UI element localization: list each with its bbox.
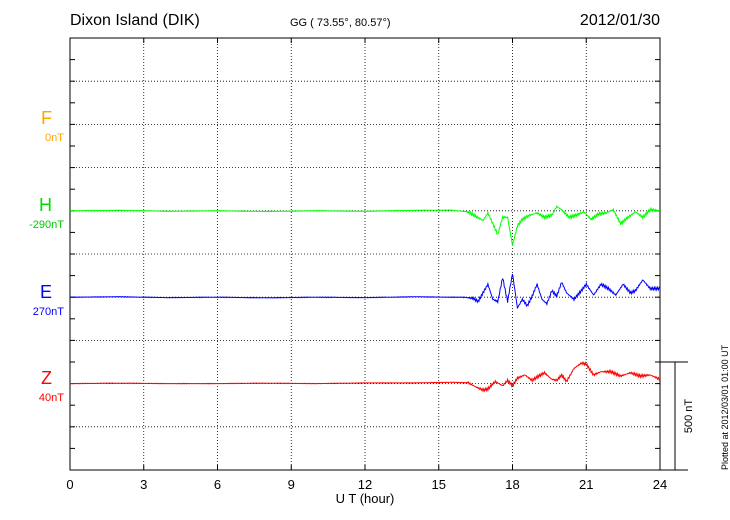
x-tick-label: 12 — [358, 477, 372, 492]
x-axis-ticks: 0 3 6 9 12 15 18 21 24 — [66, 38, 667, 492]
series-line-e — [69, 273, 661, 310]
component-label-e: E — [39, 282, 52, 302]
component-label-f: F — [41, 108, 52, 128]
date-label: 2012/01/30 — [579, 12, 660, 29]
x-axis-label: U T (hour) — [336, 491, 395, 506]
series-line-h — [69, 205, 661, 246]
station-title: Dixon Island (DIK) — [70, 12, 200, 29]
scale-bar: 500 nT — [660, 361, 695, 471]
x-tick-label: 24 — [653, 477, 667, 492]
baseline-label-f: 0nT — [45, 132, 64, 144]
series-lines — [69, 205, 661, 393]
component-label-h: H — [39, 195, 52, 215]
x-tick-label: 9 — [288, 477, 295, 492]
coordinates: GG ( 73.55°, 80.57°) — [290, 17, 391, 29]
x-tick-label: 0 — [66, 477, 73, 492]
x-tick-label: 15 — [432, 477, 446, 492]
baseline-label-z: 40nT — [38, 392, 64, 404]
grid — [70, 38, 660, 470]
scale-bar-label: 500 nT — [683, 399, 695, 434]
component-label-z: Z — [41, 368, 52, 388]
x-tick-label: 3 — [140, 477, 147, 492]
plotted-timestamp: Plotted at 2012/03/01 01:00 UT — [720, 344, 730, 470]
baseline-label-e: 270nT — [32, 306, 64, 318]
x-tick-label: 21 — [579, 477, 593, 492]
x-tick-label: 6 — [214, 477, 221, 492]
baseline-label-h: -290nT — [29, 219, 64, 231]
series-line-z — [70, 361, 661, 393]
x-tick-label: 18 — [505, 477, 519, 492]
